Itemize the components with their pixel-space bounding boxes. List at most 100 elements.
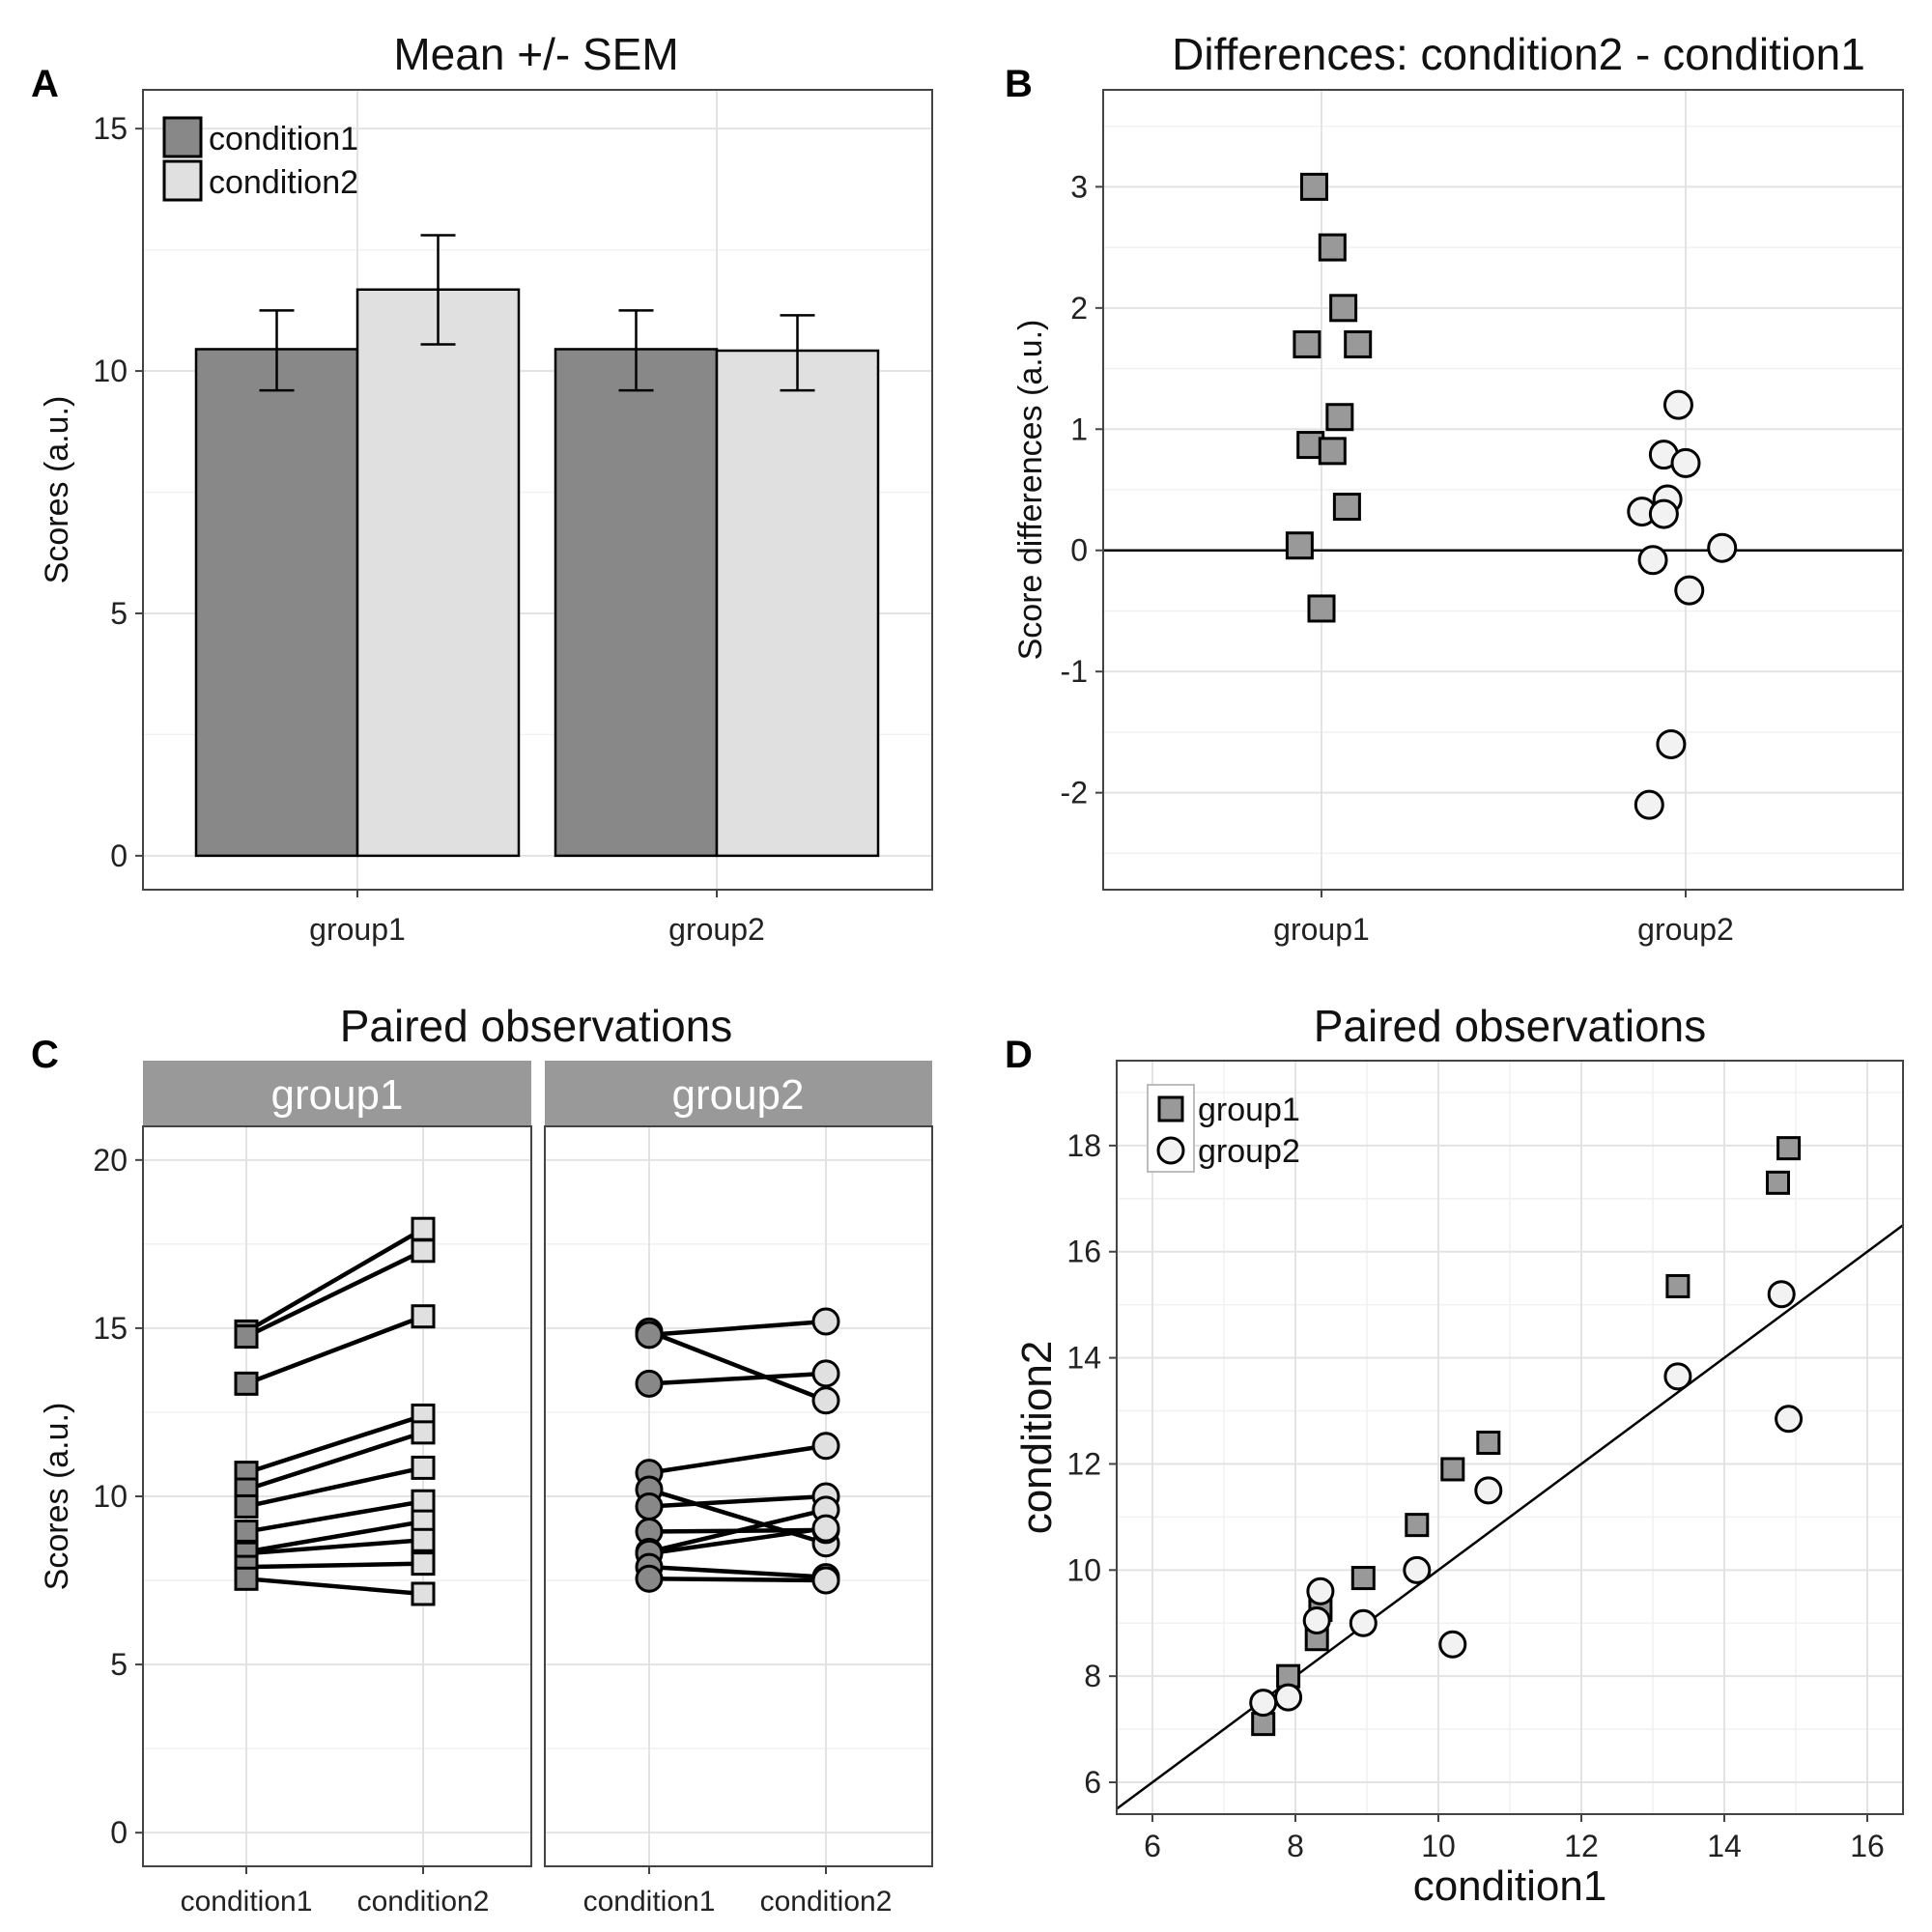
point-group1 bbox=[1318, 437, 1347, 466]
point-group2 bbox=[1438, 1630, 1467, 1659]
panel-a-errorbars bbox=[259, 234, 815, 392]
point-group1 bbox=[1329, 294, 1358, 323]
x-tick-label: condition2 bbox=[760, 1886, 893, 1918]
point-group2-condition2 bbox=[811, 1566, 840, 1595]
y-tick-label: 10 bbox=[93, 354, 128, 388]
point-group1 bbox=[1307, 594, 1336, 623]
pair-line-group1 bbox=[245, 1465, 424, 1509]
point-group1-condition2 bbox=[411, 1420, 436, 1445]
point-group2-condition2 bbox=[811, 1432, 840, 1461]
point-group2-condition1 bbox=[635, 1492, 664, 1520]
point-group2 bbox=[1767, 1280, 1796, 1309]
point-group1-condition1 bbox=[234, 1371, 259, 1396]
pair-line-group1 bbox=[245, 1413, 424, 1475]
pair-line-group1 bbox=[245, 1519, 424, 1554]
pair-line-group2 bbox=[648, 1371, 827, 1386]
y-tick-label: 18 bbox=[1066, 1128, 1101, 1163]
pair-line-group1 bbox=[245, 1314, 424, 1386]
panel-a-ylabel: Scores (a.u.) bbox=[39, 396, 75, 584]
x-tick-label: group1 bbox=[309, 912, 406, 947]
y-tick-label: 15 bbox=[93, 111, 128, 146]
panel-b-title: Differences: condition2 - condition1 bbox=[1172, 29, 1865, 79]
point-group1-condition2 bbox=[411, 1216, 436, 1241]
pair-line-group1 bbox=[245, 1499, 424, 1534]
y-tick-label: 0 bbox=[110, 838, 128, 873]
pair-line-group2 bbox=[648, 1564, 827, 1579]
point-group1 bbox=[1318, 233, 1347, 262]
point-group2 bbox=[1674, 575, 1705, 606]
y-tick-label: 5 bbox=[110, 596, 128, 631]
panel-b-grid bbox=[1103, 90, 1903, 890]
y-tick-label: 0 bbox=[1070, 533, 1088, 568]
point-group1 bbox=[1476, 1430, 1501, 1455]
facet-strip-group2 bbox=[545, 1061, 932, 1126]
facet-strip-label-group1: group1 bbox=[270, 1071, 403, 1119]
pair-line-group1 bbox=[245, 1430, 424, 1492]
point-group1-condition2 bbox=[411, 1581, 436, 1606]
point-group1 bbox=[1299, 172, 1328, 201]
point-group2 bbox=[1663, 1362, 1692, 1391]
point-group2 bbox=[1656, 728, 1687, 759]
panel-letter-b: B bbox=[1005, 63, 1033, 105]
point-group1 bbox=[1440, 1457, 1465, 1482]
point-group2 bbox=[1249, 1689, 1278, 1718]
pair-line-group1 bbox=[245, 1561, 424, 1570]
bar-condition2-group2 bbox=[715, 349, 880, 858]
panel-letter-c: C bbox=[31, 1034, 59, 1076]
legend-swatch-condition1 bbox=[162, 116, 203, 158]
x-tick-label: condition1 bbox=[181, 1886, 313, 1918]
pair-line-group2 bbox=[648, 1525, 827, 1556]
panel-d-legend: group1 group2 bbox=[1147, 1084, 1300, 1173]
point-group1 bbox=[1344, 329, 1373, 358]
point-group2 bbox=[1302, 1606, 1331, 1635]
panel-a-legend: condition1 condition2 bbox=[162, 116, 358, 202]
pair-line-group2 bbox=[648, 1577, 827, 1583]
panel-c-ylabel: Scores (a.u.) bbox=[39, 1403, 75, 1591]
panel-d-identity-line bbox=[1116, 1224, 1904, 1810]
y-tick-label: 0 bbox=[110, 1815, 128, 1850]
panel-d-xlabel: condition1 bbox=[1413, 1862, 1607, 1910]
panel-c-yticks: 0 5 10 15 20 bbox=[93, 1143, 143, 1850]
point-group2 bbox=[1403, 1555, 1432, 1584]
panel-letter-d: D bbox=[1005, 1034, 1033, 1076]
y-tick-label: 14 bbox=[1066, 1341, 1101, 1376]
panel-d-title: Paired observations bbox=[1314, 1001, 1707, 1051]
point-group2-condition1 bbox=[635, 1564, 664, 1593]
y-tick-label: 10 bbox=[93, 1479, 128, 1514]
panel-a: Mean +/- SEM 0 5 10 15 group1 group2 Scores … bbox=[39, 29, 933, 947]
x-tick-label: condition2 bbox=[357, 1886, 490, 1918]
legend-swatch-condition2 bbox=[162, 159, 203, 202]
pair-line-group1 bbox=[245, 1577, 424, 1597]
y-tick-label: 20 bbox=[93, 1143, 128, 1178]
point-group1 bbox=[1285, 531, 1314, 560]
y-tick-label: 15 bbox=[93, 1311, 128, 1346]
bar-condition1-group1 bbox=[194, 348, 359, 858]
point-group2-condition2 bbox=[811, 1514, 840, 1543]
point-group1-condition1 bbox=[234, 1566, 259, 1591]
point-group1 bbox=[1766, 1170, 1790, 1195]
point-group2 bbox=[1637, 545, 1668, 576]
point-group2-condition2 bbox=[811, 1386, 840, 1415]
legend-label-group2: group2 bbox=[1198, 1133, 1300, 1170]
panel-b-points bbox=[1285, 172, 1738, 820]
panel-c-title: Paired observations bbox=[340, 1001, 733, 1051]
pair-line-group2 bbox=[648, 1329, 827, 1403]
y-tick-label: 6 bbox=[1084, 1765, 1101, 1800]
panel-c-lines bbox=[244, 1227, 827, 1597]
y-tick-label: 1 bbox=[1070, 412, 1088, 446]
x-tick-label: 6 bbox=[1144, 1829, 1161, 1863]
panel-b-xticks: group1 group2 bbox=[1273, 890, 1734, 947]
y-tick-label: 8 bbox=[1084, 1659, 1101, 1693]
point-group1 bbox=[1405, 1513, 1430, 1538]
y-tick-label: -1 bbox=[1061, 654, 1088, 689]
point-group2 bbox=[1775, 1405, 1804, 1434]
point-group1-condition2 bbox=[411, 1238, 436, 1264]
bar-condition2-group1 bbox=[355, 288, 521, 858]
pair-line-group1 bbox=[244, 1227, 425, 1334]
x-tick-label: 14 bbox=[1707, 1829, 1742, 1863]
point-group1-condition1 bbox=[234, 1493, 259, 1519]
legend-label-group1: group1 bbox=[1198, 1092, 1300, 1128]
legend-marker-group1 bbox=[1157, 1095, 1184, 1122]
panel-a-frame bbox=[142, 89, 933, 891]
